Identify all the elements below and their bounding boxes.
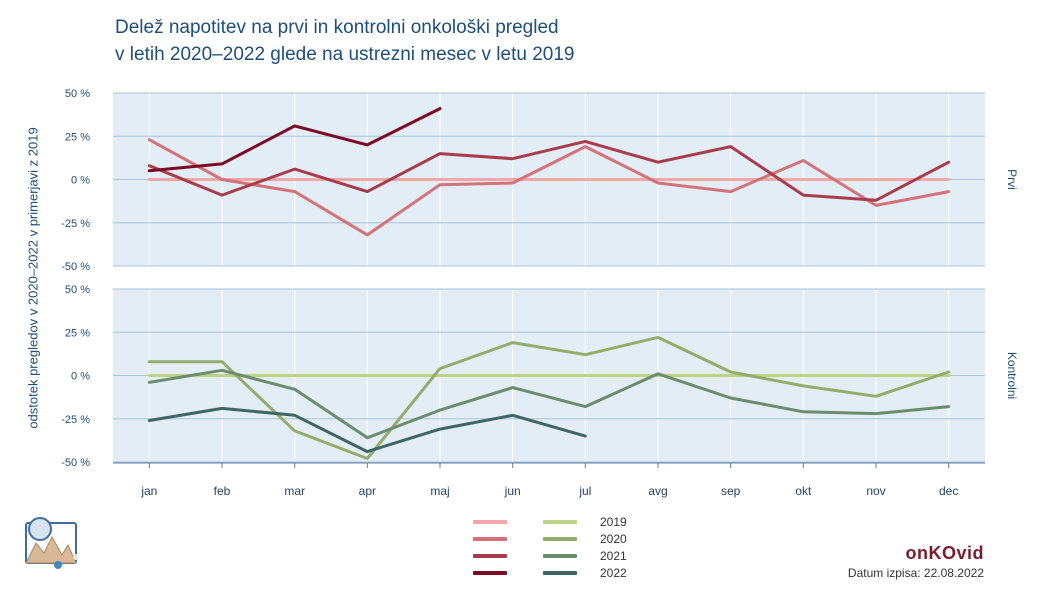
series-line-prvi-2020: [147, 138, 951, 237]
series-line-prvi-2022: [147, 107, 442, 173]
x-tick-label: jul: [578, 484, 591, 498]
y-tick-label: 50 %: [65, 284, 90, 296]
panel-label-prvi: Prvi: [1005, 169, 1019, 190]
legend-label-2019: 2019: [600, 515, 627, 529]
x-tick-label: jun: [504, 484, 521, 498]
x-tick-label: nov: [866, 484, 885, 498]
chart-title-line-1: Delež napotitev na prvi in kontrolni onk…: [115, 17, 559, 38]
brand-logo-text: onKOvid: [905, 543, 984, 563]
series-line-kontrolni-2021: [147, 368, 951, 440]
legend-swatch-kontrolni-2019: [543, 520, 577, 524]
x-tick-label: apr: [359, 484, 376, 498]
x-tick-label: maj: [430, 484, 449, 498]
x-tick-label: okt: [795, 484, 812, 498]
legend-swatch-prvi-2020: [473, 537, 507, 541]
print-date: Datum izpisa: 22.08.2022: [847, 566, 984, 580]
legend-swatch-kontrolni-2022: [543, 571, 577, 575]
legend-label-2022: 2022: [600, 566, 627, 580]
chart-title: Delež napotitev na prvi in kontrolni onk…: [115, 14, 574, 68]
legend-swatch-kontrolni-2021: [543, 554, 577, 558]
y-tick-label: -25 %: [61, 414, 90, 426]
legend-swatch-kontrolni-2020: [543, 537, 577, 541]
y-tick-label: -50 %: [61, 457, 90, 469]
chart-title-line-2: v letih 2020–2022 glede na ustrezni mese…: [115, 44, 575, 65]
series-line-prvi-2021: [147, 139, 951, 202]
x-tick-label: feb: [214, 484, 231, 498]
y-tick-label: 0 %: [71, 371, 90, 383]
y-tick-label: -25 %: [61, 218, 90, 230]
x-tick-label: avg: [648, 484, 667, 498]
x-tick-label: dec: [939, 484, 958, 498]
x-tick-label: jan: [140, 484, 157, 498]
series-line-kontrolni-2020: [147, 335, 951, 460]
x-tick-label: mar: [284, 484, 305, 498]
y-tick-label: -50 %: [61, 261, 90, 273]
y-tick-label: 25 %: [65, 131, 90, 143]
x-tick-label: sep: [721, 484, 741, 498]
legend-label-2020: 2020: [600, 532, 627, 546]
legend: 2019 2020 2021 2022: [470, 512, 640, 582]
panel-label-kontrolni: Kontrolni: [1005, 352, 1019, 399]
legend-label-2021: 2021: [600, 549, 627, 563]
series-line-kontrolni-2022: [147, 406, 587, 454]
y-tick-label: 25 %: [65, 327, 90, 339]
legend-swatch-prvi-2022: [473, 571, 507, 575]
y-tick-label: 0 %: [71, 175, 90, 187]
legend-swatch-prvi-2021: [473, 554, 507, 558]
onkovid-logo-icon: [25, 517, 79, 569]
legend-swatch-prvi-2019: [473, 520, 507, 524]
y-tick-label: 50 %: [65, 88, 90, 100]
